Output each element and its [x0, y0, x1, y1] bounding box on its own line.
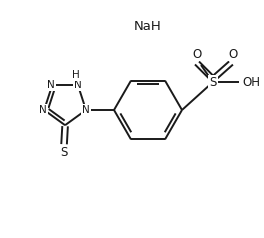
Text: N: N	[47, 80, 55, 90]
Text: NaH: NaH	[134, 20, 162, 34]
Text: S: S	[209, 75, 217, 89]
Text: O: O	[192, 48, 202, 60]
Text: N: N	[74, 80, 82, 90]
Text: O: O	[228, 48, 238, 60]
Text: N: N	[39, 105, 47, 115]
Text: H: H	[72, 70, 80, 80]
Text: S: S	[60, 146, 68, 159]
Text: N: N	[82, 105, 90, 115]
Text: OH: OH	[242, 75, 260, 89]
